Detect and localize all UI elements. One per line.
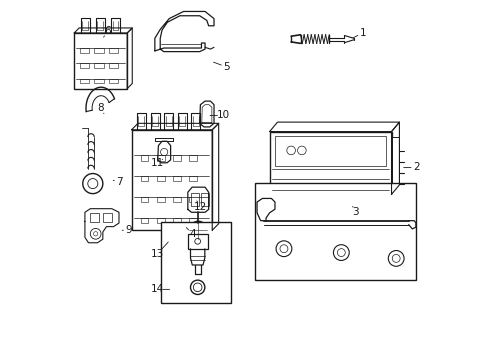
Circle shape (160, 148, 167, 156)
Bar (80, 48, 89, 53)
Circle shape (280, 245, 287, 253)
Text: 9: 9 (125, 225, 132, 235)
Circle shape (194, 238, 200, 244)
Bar (172, 218, 180, 223)
Bar (161, 222, 231, 303)
Text: 13: 13 (151, 248, 164, 258)
Circle shape (93, 231, 98, 236)
Bar (191, 193, 198, 206)
Bar (90, 213, 99, 222)
Bar (188, 176, 196, 181)
Circle shape (297, 146, 305, 155)
Bar (172, 155, 180, 161)
Text: 8: 8 (98, 103, 104, 113)
Bar (391, 137, 399, 189)
Text: 6: 6 (104, 26, 111, 36)
Circle shape (333, 245, 348, 261)
Bar (156, 218, 164, 223)
Text: 7: 7 (116, 177, 123, 187)
Text: 4: 4 (189, 229, 195, 239)
Bar (156, 155, 164, 161)
Bar (80, 78, 89, 83)
Text: 11: 11 (151, 158, 164, 168)
Text: 14: 14 (151, 284, 164, 294)
Bar (108, 78, 118, 83)
Circle shape (88, 179, 98, 189)
Bar (140, 176, 148, 181)
Circle shape (193, 283, 202, 292)
Circle shape (90, 228, 101, 239)
Circle shape (190, 280, 204, 294)
Bar (269, 132, 391, 194)
Text: 10: 10 (216, 111, 229, 121)
Circle shape (276, 241, 291, 257)
Bar (172, 197, 180, 202)
Circle shape (391, 255, 399, 262)
Bar (108, 48, 118, 53)
Bar (187, 234, 207, 249)
Bar (255, 183, 415, 280)
Bar (140, 218, 148, 223)
Bar (140, 197, 148, 202)
Bar (131, 130, 212, 230)
Bar (80, 63, 89, 68)
Bar (140, 155, 148, 161)
Bar (188, 218, 196, 223)
Bar (102, 213, 112, 222)
Bar (94, 63, 103, 68)
Circle shape (286, 146, 295, 155)
Bar (94, 48, 103, 53)
Bar (156, 197, 164, 202)
Bar (74, 33, 127, 89)
Circle shape (194, 226, 202, 234)
Text: 2: 2 (412, 162, 419, 172)
Bar (156, 176, 164, 181)
Text: 12: 12 (194, 202, 207, 212)
Circle shape (387, 251, 403, 266)
Text: 5: 5 (223, 62, 229, 72)
Bar (94, 78, 103, 83)
Circle shape (337, 249, 345, 257)
Circle shape (189, 221, 207, 239)
Circle shape (82, 174, 102, 194)
Bar (188, 155, 196, 161)
Text: 1: 1 (359, 28, 366, 38)
Bar (108, 63, 118, 68)
Text: 3: 3 (352, 207, 358, 217)
Bar (201, 193, 208, 206)
Bar (188, 197, 196, 202)
Bar (274, 136, 386, 166)
Bar (172, 176, 180, 181)
